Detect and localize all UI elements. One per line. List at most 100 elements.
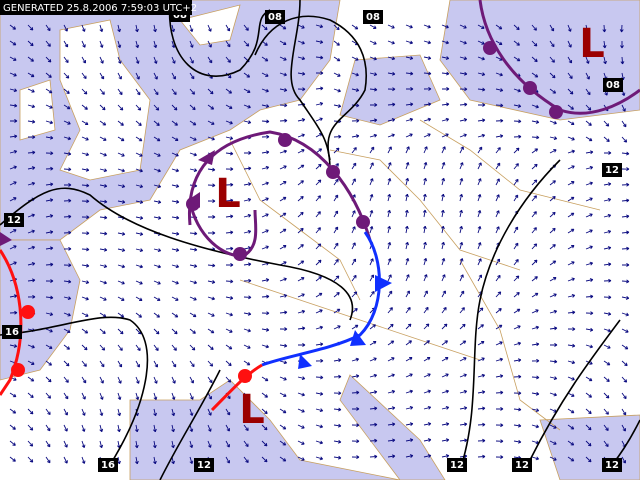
wind-arrow: [333, 455, 342, 460]
wind-arrow: [459, 225, 464, 234]
wind-arrow: [63, 167, 72, 172]
wind-arrow: [189, 120, 197, 126]
wind-arrow: [531, 179, 538, 186]
wind-arrow: [279, 72, 287, 77]
wind-arrow: [603, 262, 612, 267]
wind-arrow: [387, 290, 393, 298]
wind-arrow: [135, 280, 143, 285]
wind-arrow: [81, 136, 89, 141]
wind-arrow: [459, 323, 466, 330]
wind-arrow: [369, 390, 378, 395]
wind-arrow: [423, 323, 430, 330]
wind-arrow: [243, 360, 251, 366]
wind-arrow: [45, 56, 52, 63]
wind-arrow: [152, 440, 157, 449]
wind-arrow: [531, 325, 540, 330]
wind-arrow: [261, 408, 268, 415]
wind-arrow: [99, 120, 107, 126]
wind-arrow: [477, 87, 486, 92]
wind-arrow: [495, 88, 504, 92]
wind-arrow: [459, 274, 464, 282]
wind-arrow: [63, 376, 69, 383]
wind-arrow: [585, 424, 592, 431]
wind-arrow: [603, 440, 609, 448]
wind-arrow: [423, 306, 429, 314]
wind-arrow: [387, 209, 391, 218]
wind-arrow: [387, 274, 392, 282]
wind-arrow: [459, 406, 468, 410]
wind-arrow: [152, 424, 157, 433]
wind-arrow: [423, 454, 432, 458]
wind-arrow: [99, 280, 107, 285]
wind-arrow: [279, 88, 288, 92]
wind-arrow: [225, 424, 230, 432]
wind-arrow: [63, 198, 72, 203]
wind-arrow: [279, 277, 287, 282]
wind-arrow: [243, 213, 252, 218]
wind-arrow: [135, 392, 140, 401]
wind-arrow: [621, 296, 630, 300]
wind-arrow: [243, 151, 252, 155]
wind-arrow: [99, 264, 108, 268]
wind-arrow: [99, 24, 104, 33]
low-pressure: L: [215, 171, 241, 217]
wind-arrow: [225, 182, 234, 187]
wind-arrow: [477, 194, 482, 202]
wind-arrow: [441, 323, 448, 330]
wind-arrow: [171, 360, 177, 368]
wind-arrow: [315, 40, 324, 44]
wind-arrow: [333, 259, 339, 266]
wind-arrow: [495, 258, 501, 266]
wind-arrow: [333, 56, 341, 62]
wind-arrow: [549, 309, 558, 314]
wind-arrow: [567, 408, 575, 414]
wind-arrow: [243, 120, 252, 124]
wind-arrow: [45, 88, 53, 94]
wind-arrow: [117, 88, 123, 96]
wind-arrow: [513, 40, 520, 46]
wind-arrow: [99, 104, 106, 111]
wind-arrow: [567, 181, 575, 186]
wind-arrow: [171, 248, 180, 252]
wind-arrow: [27, 344, 35, 349]
wind-arrow: [207, 263, 216, 268]
isobar-label: 08: [366, 12, 380, 23]
wind-arrow: [495, 178, 500, 186]
wind-arrow: [279, 360, 288, 365]
wind-arrow: [279, 440, 287, 446]
wind-arrow: [369, 72, 378, 76]
wind-arrow: [441, 133, 449, 138]
wind-arrow: [441, 177, 446, 186]
wind-arrow: [243, 166, 252, 171]
wind-arrow: [297, 71, 306, 76]
wind-arrow: [459, 438, 468, 443]
wind-arrow: [135, 312, 142, 318]
wind-arrow: [495, 324, 503, 330]
wind-arrow: [351, 147, 357, 154]
wind-arrow: [225, 440, 230, 448]
wind-arrow: [531, 342, 540, 347]
wind-arrow: [189, 88, 195, 95]
wind-arrow: [99, 40, 104, 48]
wind-arrow: [549, 456, 557, 461]
wind-arrow: [135, 56, 140, 64]
wind-arrow: [423, 405, 432, 410]
wind-arrow: [531, 56, 538, 63]
low-pressure: L: [239, 387, 265, 433]
wind-arrow: [243, 229, 252, 234]
wind-arrow: [225, 344, 233, 350]
wind-arrow: [171, 24, 176, 33]
wind-arrow: [99, 247, 108, 252]
wind-arrow: [441, 438, 450, 443]
isobar-label: 12: [605, 460, 619, 471]
wind-arrow: [9, 103, 18, 108]
wind-arrow: [477, 357, 485, 362]
wind-arrow: [297, 424, 305, 429]
wind-arrow: [423, 356, 431, 362]
wind-arrow: [387, 87, 396, 92]
wind-arrow: [45, 262, 54, 267]
wind-arrow: [495, 374, 504, 379]
wind-arrow: [495, 147, 501, 154]
wind-arrow: [585, 294, 594, 299]
